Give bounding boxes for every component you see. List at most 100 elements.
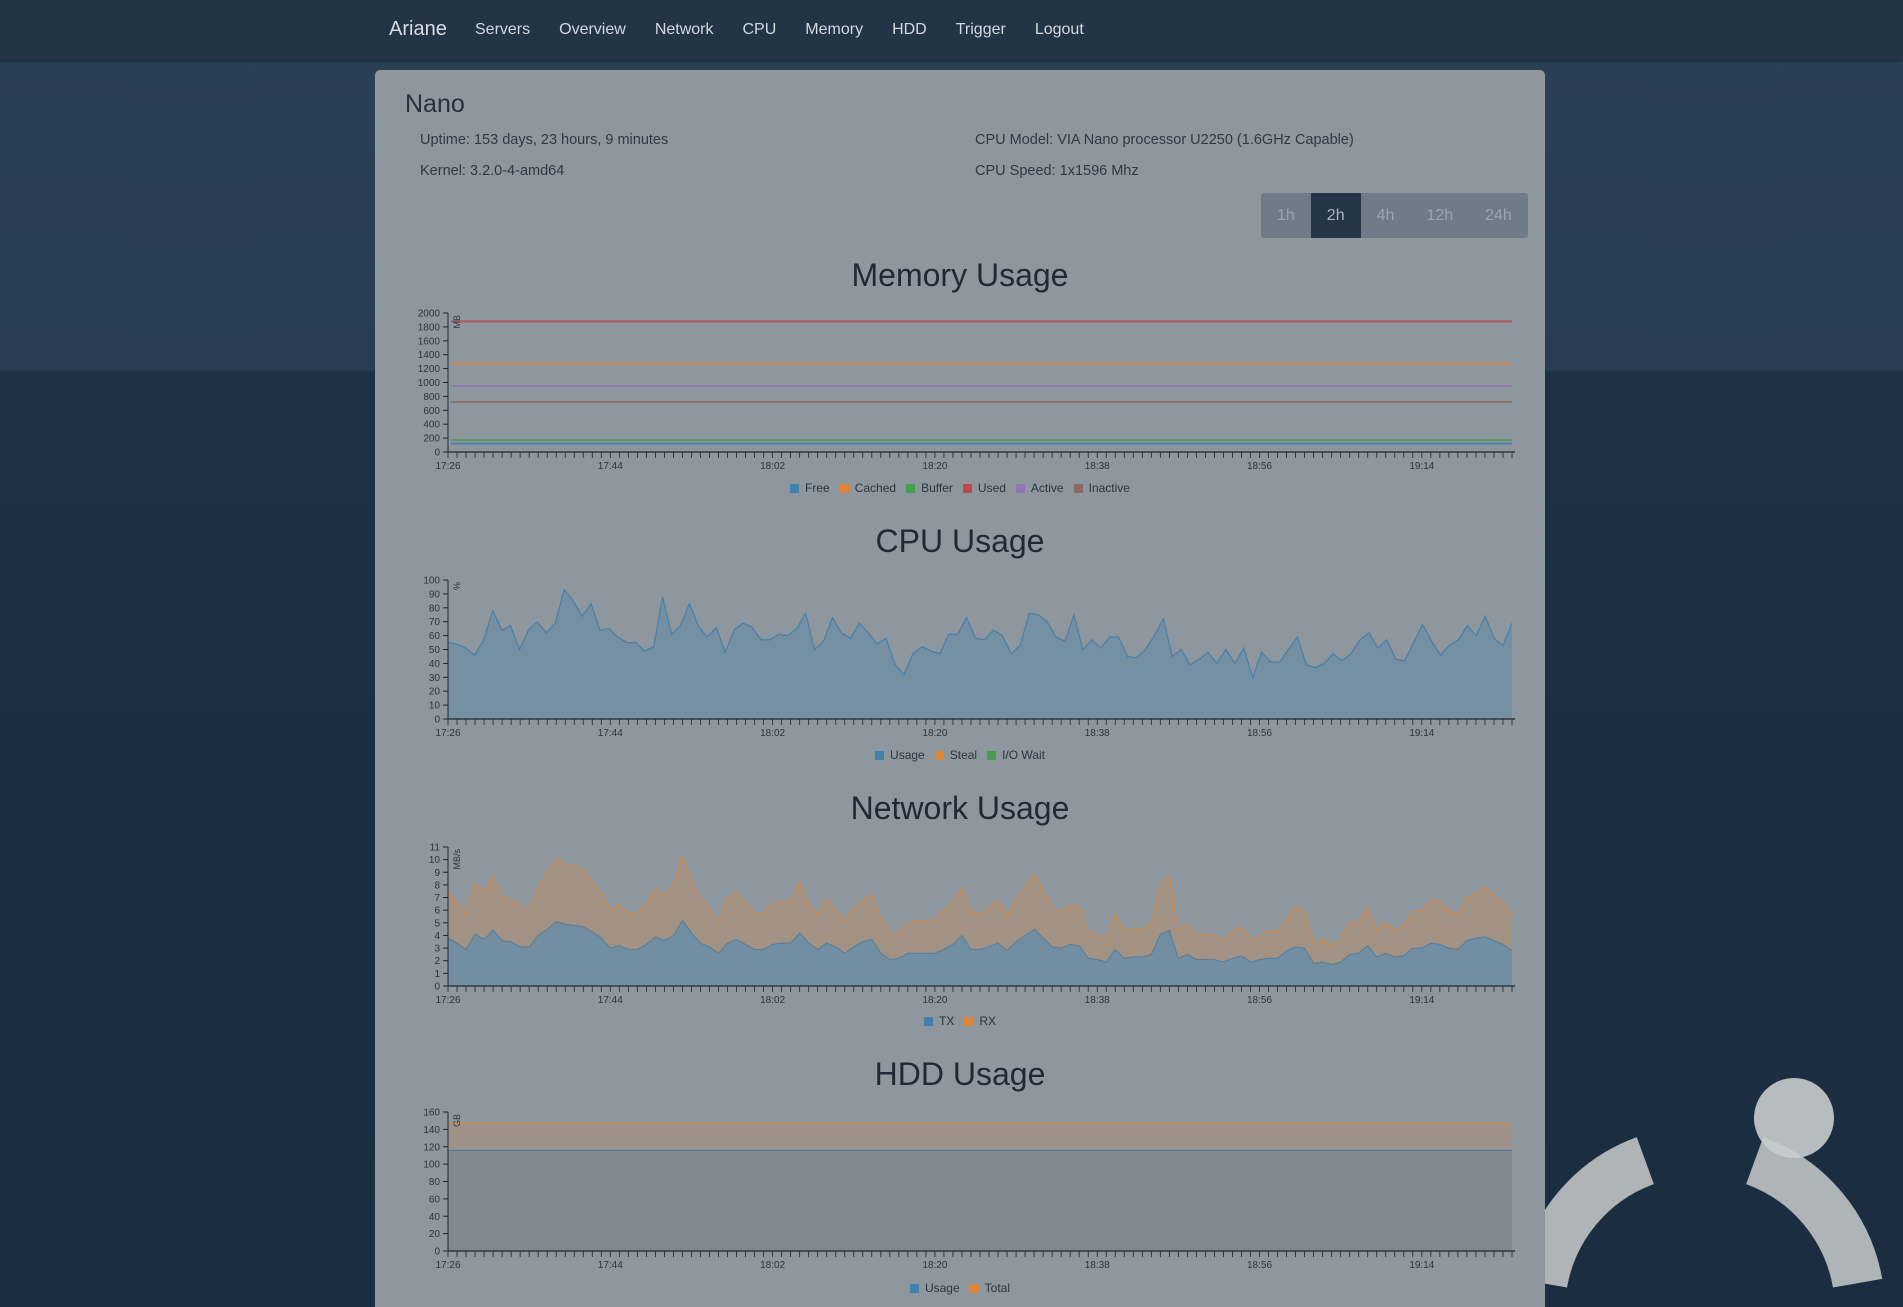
- y-tick-label: 11: [430, 843, 441, 854]
- y-tick-label: 2: [434, 956, 440, 967]
- y-tick-label: 600: [423, 406, 440, 417]
- nav-hdd[interactable]: HDD: [892, 21, 927, 38]
- y-tick-label: 20: [429, 687, 441, 698]
- x-tick-label: 17:26: [435, 728, 460, 739]
- legend-item-cached[interactable]: Cached: [839, 481, 896, 495]
- x-tick-label: 18:20: [922, 728, 947, 739]
- legend-item-total[interactable]: Total: [969, 1281, 1010, 1295]
- series-area-usage: [448, 589, 1512, 719]
- y-tick-label: 50: [429, 645, 441, 656]
- y-tick-label: 80: [429, 1177, 441, 1188]
- nav-memory[interactable]: Memory: [805, 21, 864, 38]
- y-tick-label: 40: [429, 659, 441, 670]
- y-tick-label: 1400: [418, 350, 441, 361]
- logo-arc-right: [1745, 1137, 1883, 1289]
- y-tick-label: 7: [434, 893, 440, 904]
- time-range-selector: 1h 2h 4h 12h 24h: [1261, 193, 1528, 238]
- legend-label: Buffer: [921, 481, 953, 495]
- x-tick-label: 18:56: [1247, 1260, 1272, 1271]
- legend-item-buffer[interactable]: Buffer: [906, 481, 953, 495]
- range-24h[interactable]: 24h: [1485, 207, 1512, 224]
- legend-swatch: [909, 1283, 919, 1293]
- x-tick-label: 18:02: [760, 995, 785, 1006]
- x-tick-label: 18:20: [922, 461, 947, 472]
- server-name: Nano: [405, 90, 465, 118]
- legend-item-inactive[interactable]: Inactive: [1073, 481, 1130, 495]
- y-tick-label: 0: [434, 982, 440, 993]
- y-tick-label: 30: [429, 673, 441, 684]
- legend-label: Usage: [924, 1281, 960, 1295]
- y-axis-unit-label: GB: [452, 1114, 462, 1127]
- nav-logout[interactable]: Logout: [1034, 21, 1084, 38]
- x-tick-label: 18:20: [922, 1260, 947, 1271]
- y-tick-label: 120: [423, 1142, 440, 1153]
- logo-arc-left: [1517, 1137, 1655, 1289]
- legend-item-free[interactable]: Free: [790, 481, 830, 495]
- legend-item-usage[interactable]: Usage: [875, 748, 925, 762]
- y-tick-label: 60: [429, 631, 441, 642]
- legend-swatch: [923, 1016, 933, 1026]
- y-axis-unit-label: MB/s: [452, 849, 462, 870]
- range-1h[interactable]: 1h: [1277, 207, 1295, 224]
- nav-overview[interactable]: Overview: [559, 21, 626, 38]
- legend-item-usage[interactable]: Usage: [909, 1281, 960, 1295]
- y-tick-label: 20: [429, 1229, 441, 1240]
- legend-swatch: [969, 1283, 979, 1293]
- x-tick-label: 17:26: [435, 995, 460, 1006]
- range-12h[interactable]: 12h: [1426, 207, 1454, 224]
- y-tick-label: 100: [423, 576, 440, 587]
- x-tick-label: 18:38: [1085, 728, 1110, 739]
- legend-item-steal[interactable]: Steal: [934, 748, 977, 762]
- y-tick-label: 80: [429, 603, 441, 614]
- y-tick-label: 10: [429, 855, 441, 866]
- brand-link[interactable]: Ariane: [389, 18, 447, 40]
- x-tick-label: 17:26: [435, 1260, 460, 1271]
- nav-servers[interactable]: Servers: [475, 21, 531, 38]
- y-tick-label: 4: [434, 931, 440, 942]
- y-tick-label: 160: [423, 1108, 440, 1119]
- kernel: Kernel: 3.2.0-4-amd64: [420, 163, 565, 179]
- legend-label: Active: [1030, 481, 1064, 495]
- series-line-tx: [447, 919, 1513, 966]
- series-area-rx: [448, 855, 1512, 965]
- nav-trigger[interactable]: Trigger: [955, 21, 1006, 38]
- legend-item-iowait[interactable]: I/O Wait: [987, 748, 1045, 762]
- y-tick-label: 6: [434, 906, 440, 917]
- legend-swatch: [906, 483, 916, 493]
- y-tick-label: 200: [423, 434, 440, 445]
- x-tick-label: 19:14: [1409, 995, 1434, 1006]
- legend-swatch: [839, 483, 849, 493]
- legend-swatch: [1073, 483, 1083, 493]
- cpu-legend: Usage Steal I/O Wait: [375, 748, 1545, 762]
- x-tick-label: 17:44: [598, 995, 623, 1006]
- range-4h[interactable]: 4h: [1376, 207, 1395, 224]
- legend-label: Usage: [890, 748, 925, 762]
- legend-item-tx[interactable]: TX: [923, 1014, 954, 1028]
- y-tick-label: 1600: [418, 336, 441, 347]
- x-tick-label: 19:14: [1409, 1260, 1434, 1271]
- network-legend: TX RX: [375, 1014, 1545, 1028]
- server-panel: [375, 70, 1545, 1307]
- legend-item-rx[interactable]: RX: [964, 1014, 996, 1028]
- range-2h[interactable]: 2h: [1310, 193, 1361, 238]
- nav-cpu[interactable]: CPU: [742, 21, 777, 38]
- legend-item-used[interactable]: Used: [962, 481, 1006, 495]
- legend-item-active[interactable]: Active: [1015, 481, 1064, 495]
- legend-swatch: [875, 750, 885, 760]
- x-tick-label: 18:56: [1247, 461, 1272, 472]
- y-tick-label: 0: [434, 448, 440, 459]
- nav-network[interactable]: Network: [654, 21, 714, 38]
- y-tick-label: 5: [434, 918, 440, 929]
- legend-swatch: [1015, 483, 1025, 493]
- x-tick-label: 18:38: [1085, 995, 1110, 1006]
- y-tick-label: 40: [429, 1212, 441, 1223]
- y-tick-label: 400: [423, 420, 440, 431]
- x-tick-label: 18:02: [760, 1260, 785, 1271]
- x-tick-label: 17:44: [598, 728, 623, 739]
- y-axis-unit-label: MB: [452, 315, 462, 329]
- series-line-usage: [447, 588, 1513, 680]
- y-tick-label: 70: [429, 617, 441, 628]
- series-line-rx: [447, 854, 1513, 947]
- x-tick-label: 18:38: [1085, 461, 1110, 472]
